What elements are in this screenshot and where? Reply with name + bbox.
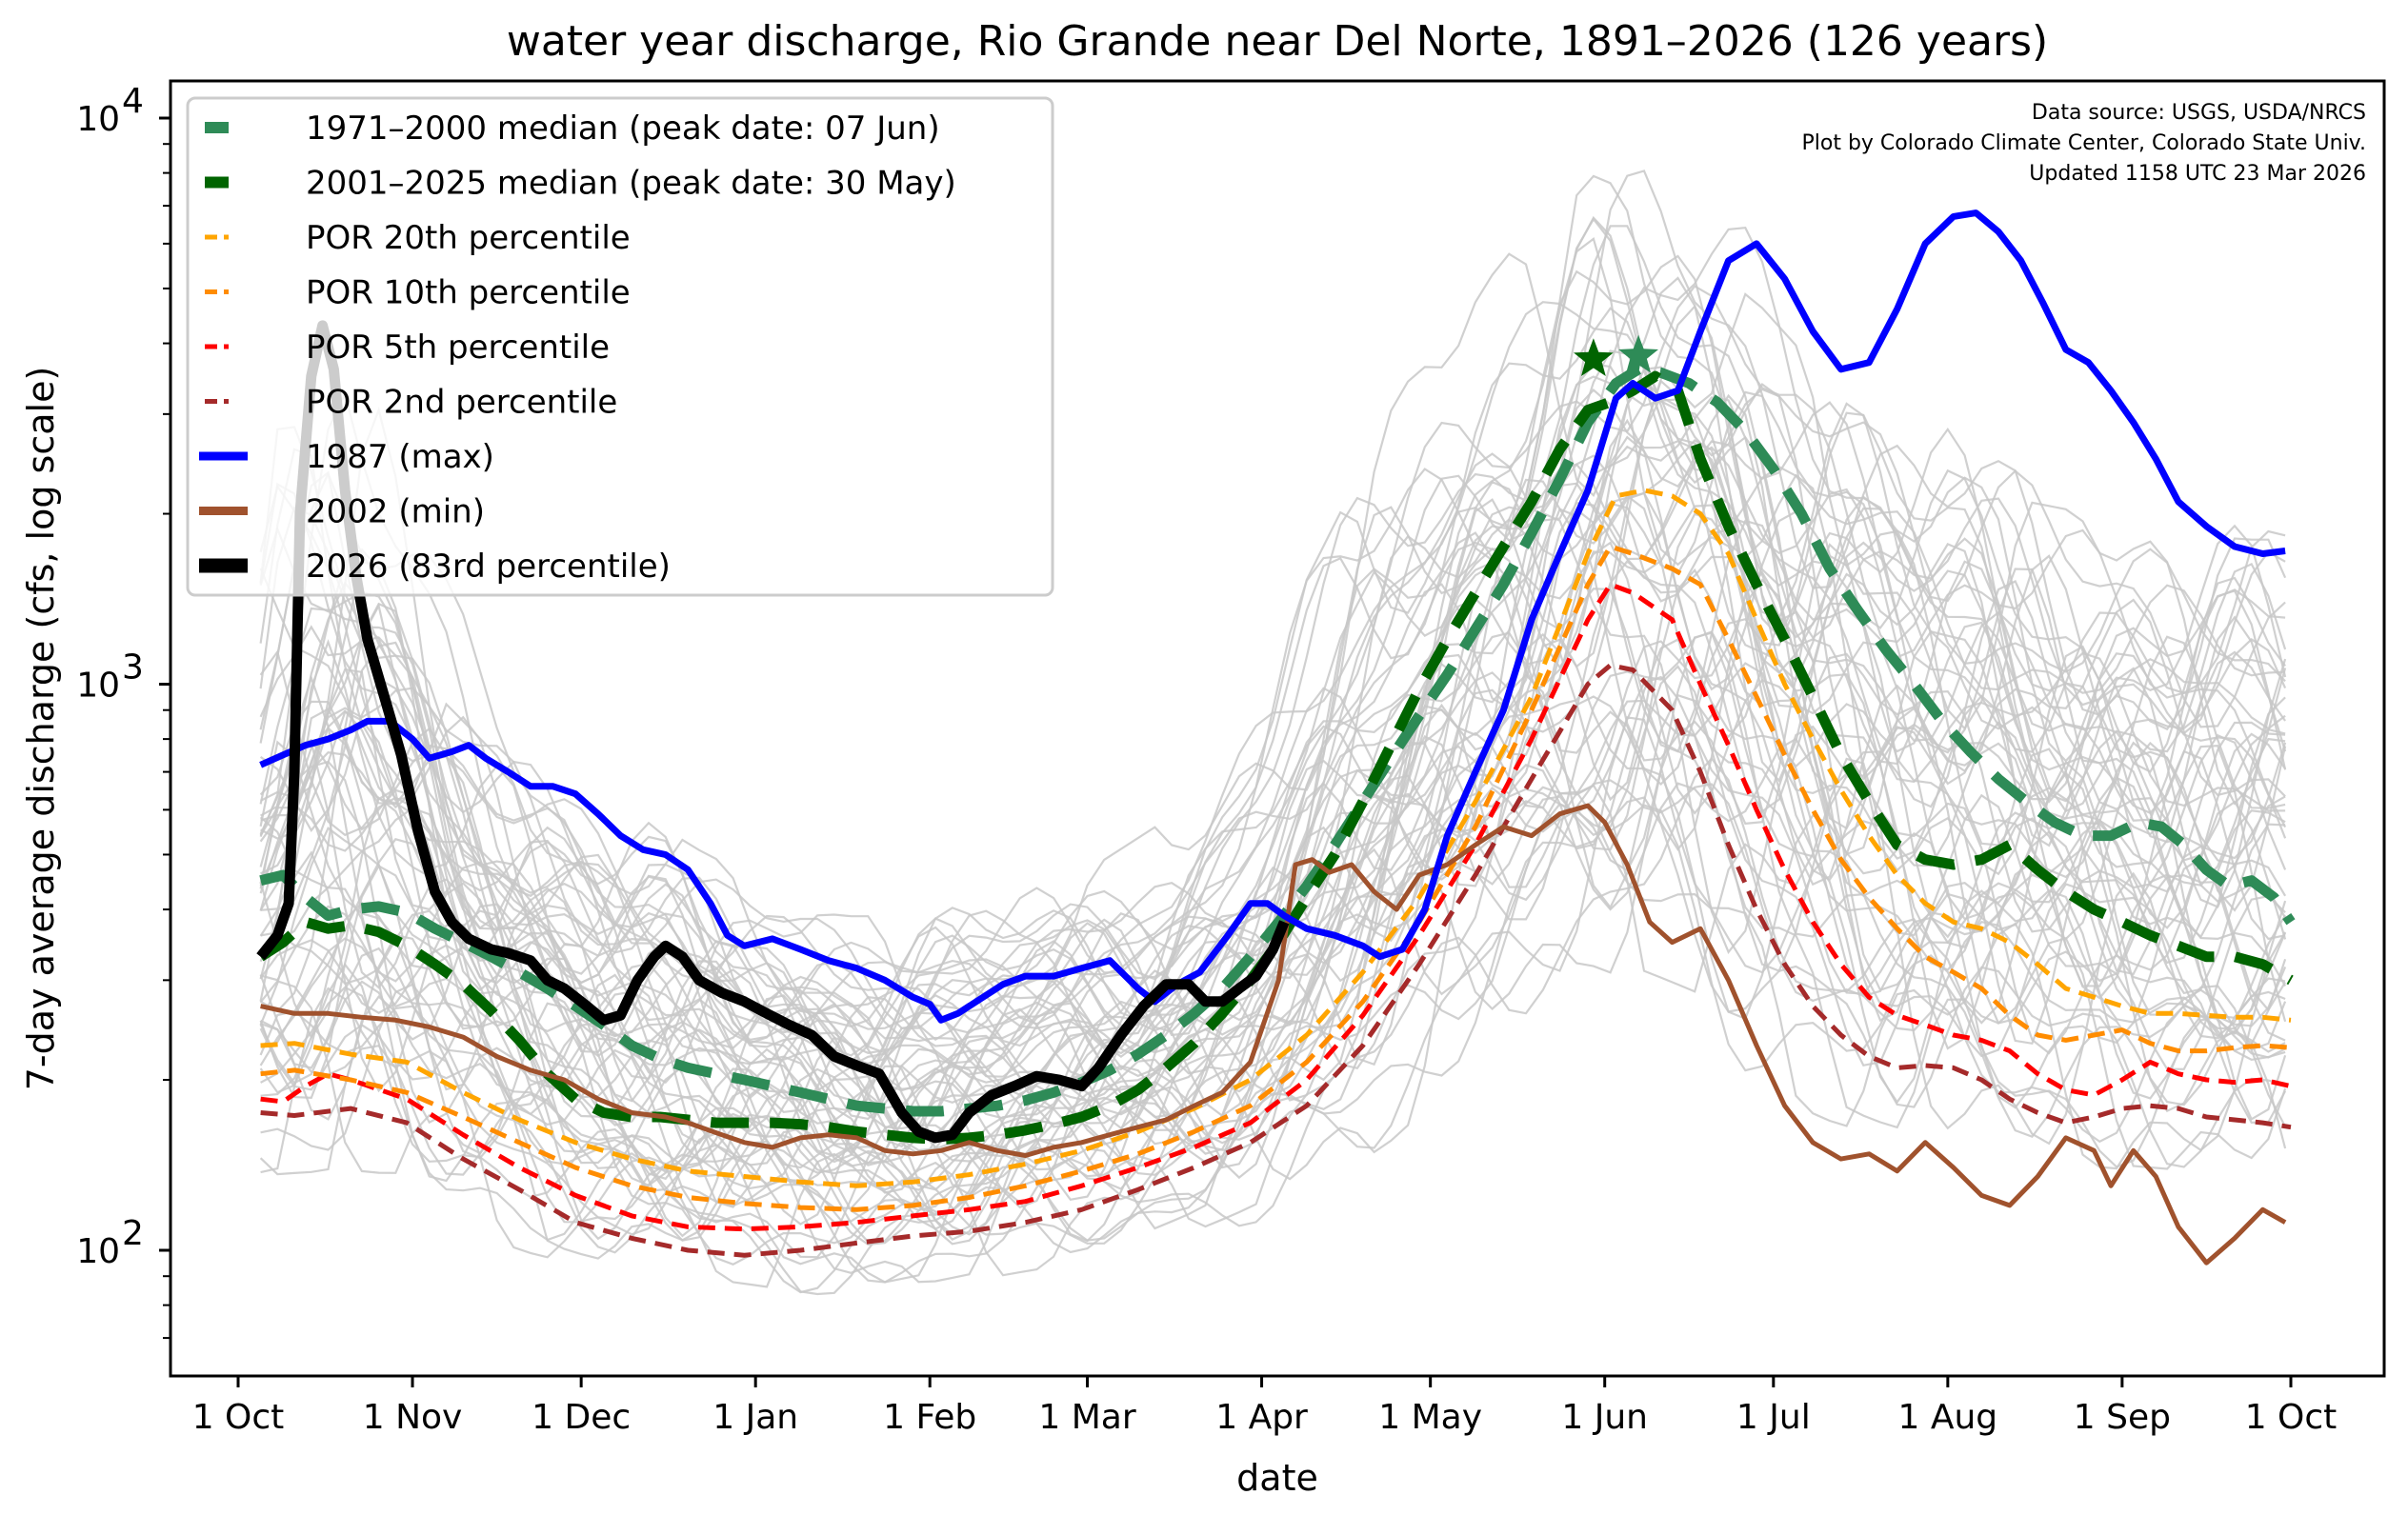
- series-line-5: [260, 663, 2292, 1258]
- series-line-4: [260, 582, 2292, 1232]
- background-year-line: [259, 610, 2287, 1241]
- peak-markers-group: [1574, 334, 1658, 376]
- background-year-line: [259, 349, 2287, 1065]
- y-tick-exponent: 2: [122, 1214, 144, 1253]
- background-year-line: [260, 756, 2286, 1284]
- x-tick-label: 1 Sep: [2074, 1398, 2171, 1437]
- series-line-3: [260, 544, 2292, 1212]
- x-tick-label: 1 Feb: [883, 1398, 976, 1437]
- background-year-line: [259, 217, 2287, 1081]
- background-year-line: [259, 662, 2287, 1191]
- background-year-line: [259, 301, 2286, 1034]
- background-year-line: [260, 578, 2287, 1191]
- x-axis-label: date: [1236, 1457, 1318, 1499]
- peak-star-marker-1: [1574, 338, 1614, 376]
- legend-box: [186, 96, 1054, 597]
- background-year-line: [260, 716, 2287, 1284]
- legend-label: POR 5th percentile: [306, 329, 610, 367]
- legend-label: 2002 (min): [306, 493, 485, 531]
- y-tick-exponent: 4: [122, 82, 144, 121]
- legend-label: POR 10th percentile: [306, 274, 631, 312]
- background-year-line: [259, 236, 2287, 1100]
- x-tick-label: 1 Jan: [712, 1398, 798, 1437]
- background-year-line: [259, 446, 2286, 1076]
- background-year-line: [259, 285, 2286, 1034]
- background-year-line: [259, 723, 2287, 1284]
- background-year-line: [260, 276, 2286, 1112]
- background-year-line: [259, 307, 2286, 1026]
- series-line-7: [260, 803, 2287, 1266]
- chart-title: water year discharge, Rio Grande near De…: [507, 17, 2048, 66]
- y-axis-label: 7-day average discharge (cfs, log scale): [20, 367, 62, 1091]
- legend-label: 2001–2025 median (peak date: 30 May): [306, 165, 956, 203]
- y-tick-label: 10: [76, 1232, 120, 1271]
- series-line-0: [259, 364, 2296, 1117]
- x-tick-label: 1 Nov: [363, 1398, 463, 1437]
- x-tick-label: 1 Apr: [1215, 1398, 1308, 1437]
- background-year-line: [260, 631, 2286, 1241]
- x-axis: 1 Oct 1 Nov 1 Dec 1 Jan 1 Feb 1 Mar 1 Apr 1 May…: [192, 1376, 2338, 1437]
- x-tick-label: 1 Jun: [1561, 1398, 1648, 1437]
- series-line-1: [257, 370, 2294, 1145]
- background-year-line: [260, 796, 2286, 1294]
- legend-label: POR 2nd percentile: [306, 384, 617, 422]
- credit-line: Data source: USGS, USDA/NRCS: [2032, 101, 2366, 125]
- series-group: [256, 209, 2296, 1266]
- x-tick-label: 1 Jul: [1736, 1398, 1811, 1437]
- background-year-line: [259, 638, 2286, 1259]
- background-year-line: [259, 225, 2286, 1054]
- background-year-line: [259, 498, 2287, 1164]
- legend-label: POR 20th percentile: [306, 219, 631, 257]
- credits-annotation: Data source: USGS, USDA/NRCS Plot by Col…: [1802, 101, 2367, 186]
- legend-label: 1971–2000 median (peak date: 07 Jun): [306, 110, 940, 148]
- legend: 1971–2000 median (peak date: 07 Jun) 2001…: [186, 96, 1054, 597]
- credit-line: Plot by Colorado Climate Center, Colorad…: [1802, 131, 2367, 155]
- x-tick-label: 1 May: [1378, 1398, 1482, 1437]
- series-line-2: [260, 488, 2292, 1188]
- x-tick-label: 1 Oct: [192, 1398, 285, 1437]
- background-year-line: [259, 568, 2287, 1236]
- background-year-line: [259, 174, 2287, 1069]
- background-year-line: [259, 558, 2286, 1209]
- background-year-line: [260, 803, 2286, 1296]
- series-line-6: [259, 209, 2286, 1024]
- plot-frame: [169, 79, 2386, 1378]
- background-year-line: [259, 169, 2286, 1040]
- y-tick-exponent: 3: [122, 648, 144, 688]
- series-line-8: [256, 320, 1290, 1144]
- background-year-line: [259, 511, 2286, 1226]
- legend-label: 2026 (83rd percentile): [306, 548, 671, 586]
- y-tick-label: 10: [76, 100, 120, 139]
- y-tick-label: 10: [76, 667, 120, 706]
- x-tick-label: 1 Dec: [532, 1398, 631, 1437]
- x-tick-label: 1 Mar: [1038, 1398, 1135, 1437]
- legend-label: 1987 (max): [306, 438, 494, 476]
- background-year-line: [259, 252, 2287, 1044]
- credit-line: Updated 1158 UTC 23 Mar 2026: [2029, 162, 2366, 186]
- x-tick-label: 1 Aug: [1898, 1398, 1998, 1437]
- peak-star-marker-0: [1618, 334, 1658, 373]
- x-tick-label: 1 Oct: [2245, 1398, 2338, 1437]
